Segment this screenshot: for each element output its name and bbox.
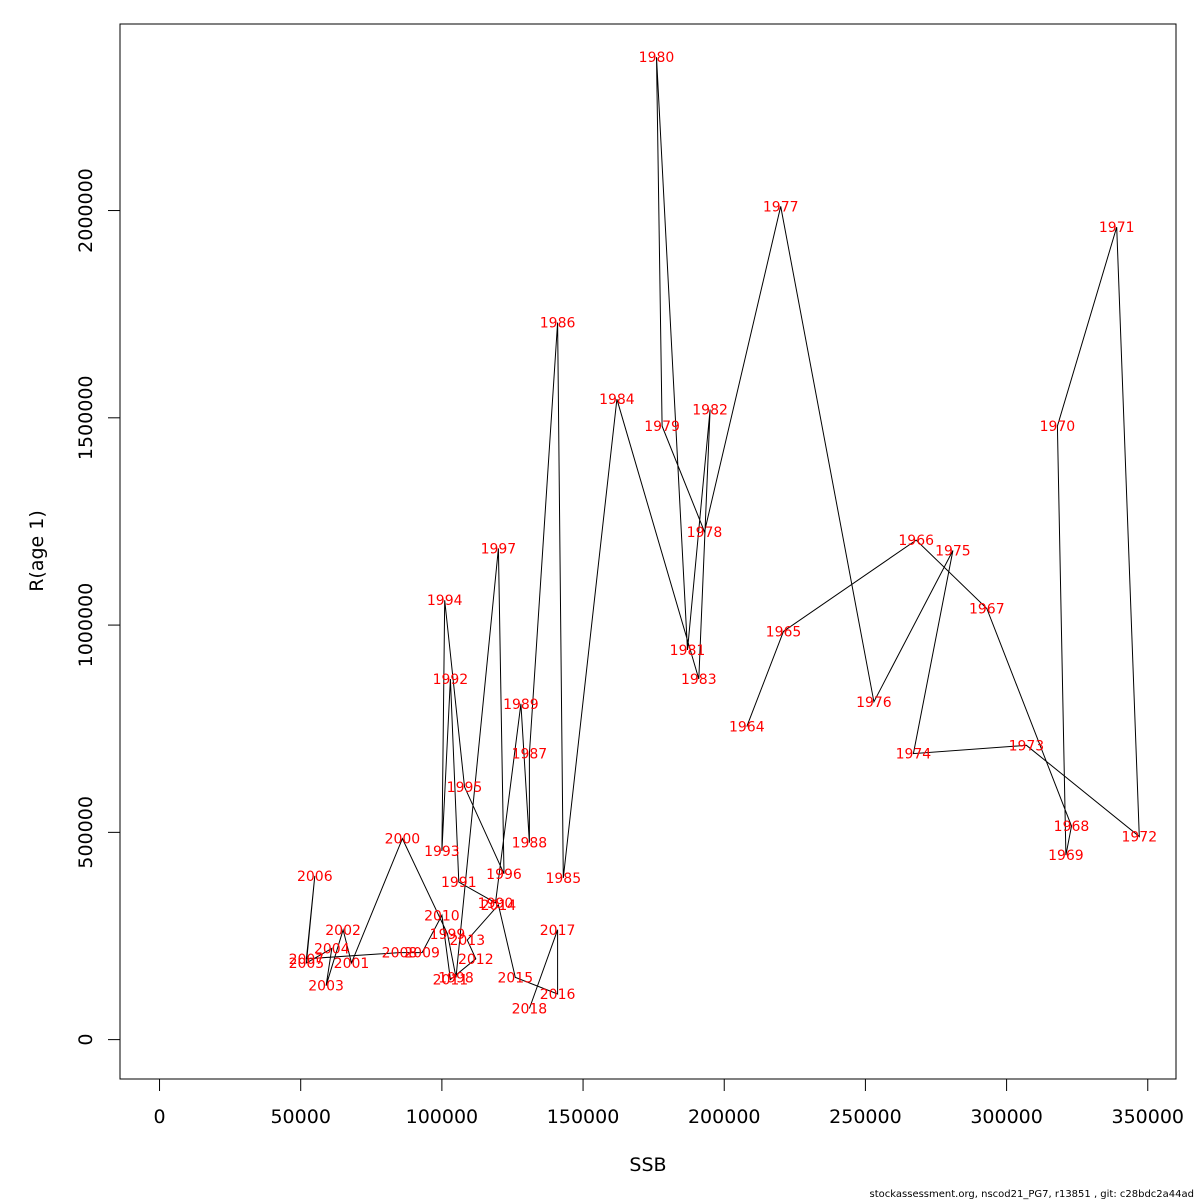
- point-label: 1969: [1048, 848, 1084, 864]
- point-label: 1993: [424, 844, 460, 860]
- point-label: 2013: [449, 933, 485, 949]
- point-label: 1983: [681, 672, 717, 688]
- point-label: 1976: [856, 695, 892, 711]
- point-label: 1979: [644, 419, 680, 435]
- x-axis: 0 50000 100000 150000 200000 250000 300000 3500…: [153, 1078, 1184, 1128]
- point-label: 1967: [969, 602, 1005, 618]
- point-label: 2012: [458, 952, 494, 968]
- x-tick-label: 100000: [406, 1106, 479, 1128]
- point-label: 1982: [692, 403, 728, 419]
- point-label: 1985: [545, 871, 581, 887]
- x-tick-label: 250000: [829, 1106, 902, 1128]
- point-label: 1968: [1054, 819, 1090, 835]
- point-label: 2015: [497, 970, 533, 986]
- point-label: 2008: [382, 946, 418, 962]
- point-label: 1984: [599, 392, 635, 408]
- point-label: 1990: [478, 896, 514, 912]
- point-label: 1981: [670, 643, 706, 659]
- point-label: 2007: [289, 952, 325, 968]
- point-label: 1991: [441, 875, 477, 891]
- y-tick-label: 500000: [75, 796, 97, 869]
- point-label: 1999: [430, 927, 466, 943]
- y-tick-label: 2000000: [75, 168, 97, 253]
- point-label: 1970: [1040, 419, 1076, 435]
- x-axis-label: SSB: [629, 1154, 666, 1176]
- point-label: 1998: [438, 970, 474, 986]
- point-label: 1965: [766, 624, 802, 640]
- point-label: 2014: [481, 898, 517, 914]
- point-label: 1972: [1121, 830, 1157, 846]
- point-label: 1997: [481, 541, 517, 557]
- point-label: 2017: [540, 923, 576, 939]
- y-tick-label: 1500000: [75, 375, 97, 460]
- point-label: 2002: [325, 923, 361, 939]
- x-tick-label: 50000: [270, 1106, 330, 1128]
- y-tick-label: 0: [75, 1034, 97, 1046]
- plot-frame: [119, 23, 1177, 1080]
- point-label: 1989: [503, 697, 539, 713]
- point-label: 2005: [289, 956, 325, 972]
- x-tick-label: 0: [153, 1106, 165, 1128]
- point-label: 1995: [447, 780, 483, 796]
- series-line: [305, 57, 1140, 1009]
- point-label: 2006: [297, 869, 333, 885]
- y-axis-label: R(age 1): [26, 510, 48, 592]
- point-label: 2004: [314, 941, 350, 957]
- point-labels: 1964 1965 1966 1967 1968 1969 1970 1971 1972 1973…: [289, 50, 1158, 1017]
- point-label: 2016: [540, 987, 576, 1003]
- x-tick-label: 150000: [547, 1106, 620, 1128]
- point-label: 1994: [427, 593, 463, 609]
- point-label: 1964: [729, 720, 765, 736]
- y-axis: 0 500000 1000000 1500000 2000000: [75, 168, 121, 1046]
- point-label: 1980: [639, 50, 675, 66]
- point-label: 1978: [687, 525, 723, 541]
- x-tick-label: 350000: [1111, 1106, 1184, 1128]
- point-label: 1986: [540, 316, 576, 332]
- point-label: 2000: [385, 832, 421, 848]
- point-label: 1973: [1009, 738, 1045, 754]
- point-label: 2018: [512, 1002, 548, 1018]
- x-tick-label: 200000: [688, 1106, 761, 1128]
- point-label: 1971: [1099, 220, 1135, 236]
- point-label: 1974: [896, 747, 932, 763]
- point-label: 2011: [433, 973, 469, 989]
- point-label: 1987: [512, 747, 548, 763]
- point-label: 2010: [424, 908, 460, 924]
- point-label: 1988: [512, 836, 548, 852]
- point-label: 2009: [404, 946, 440, 962]
- point-label: 1977: [763, 199, 799, 215]
- x-tick-label: 300000: [970, 1106, 1043, 1128]
- point-label: 1996: [486, 867, 522, 883]
- point-label: 1992: [433, 672, 469, 688]
- point-label: 2001: [334, 956, 370, 972]
- y-tick-label: 1000000: [75, 583, 97, 668]
- footer-credit: stockassessment.org, nscod21_PG7, r13851…: [870, 1189, 1194, 1200]
- point-label: 2003: [308, 979, 344, 995]
- point-label: 1966: [898, 533, 934, 549]
- point-label: 1975: [935, 544, 971, 560]
